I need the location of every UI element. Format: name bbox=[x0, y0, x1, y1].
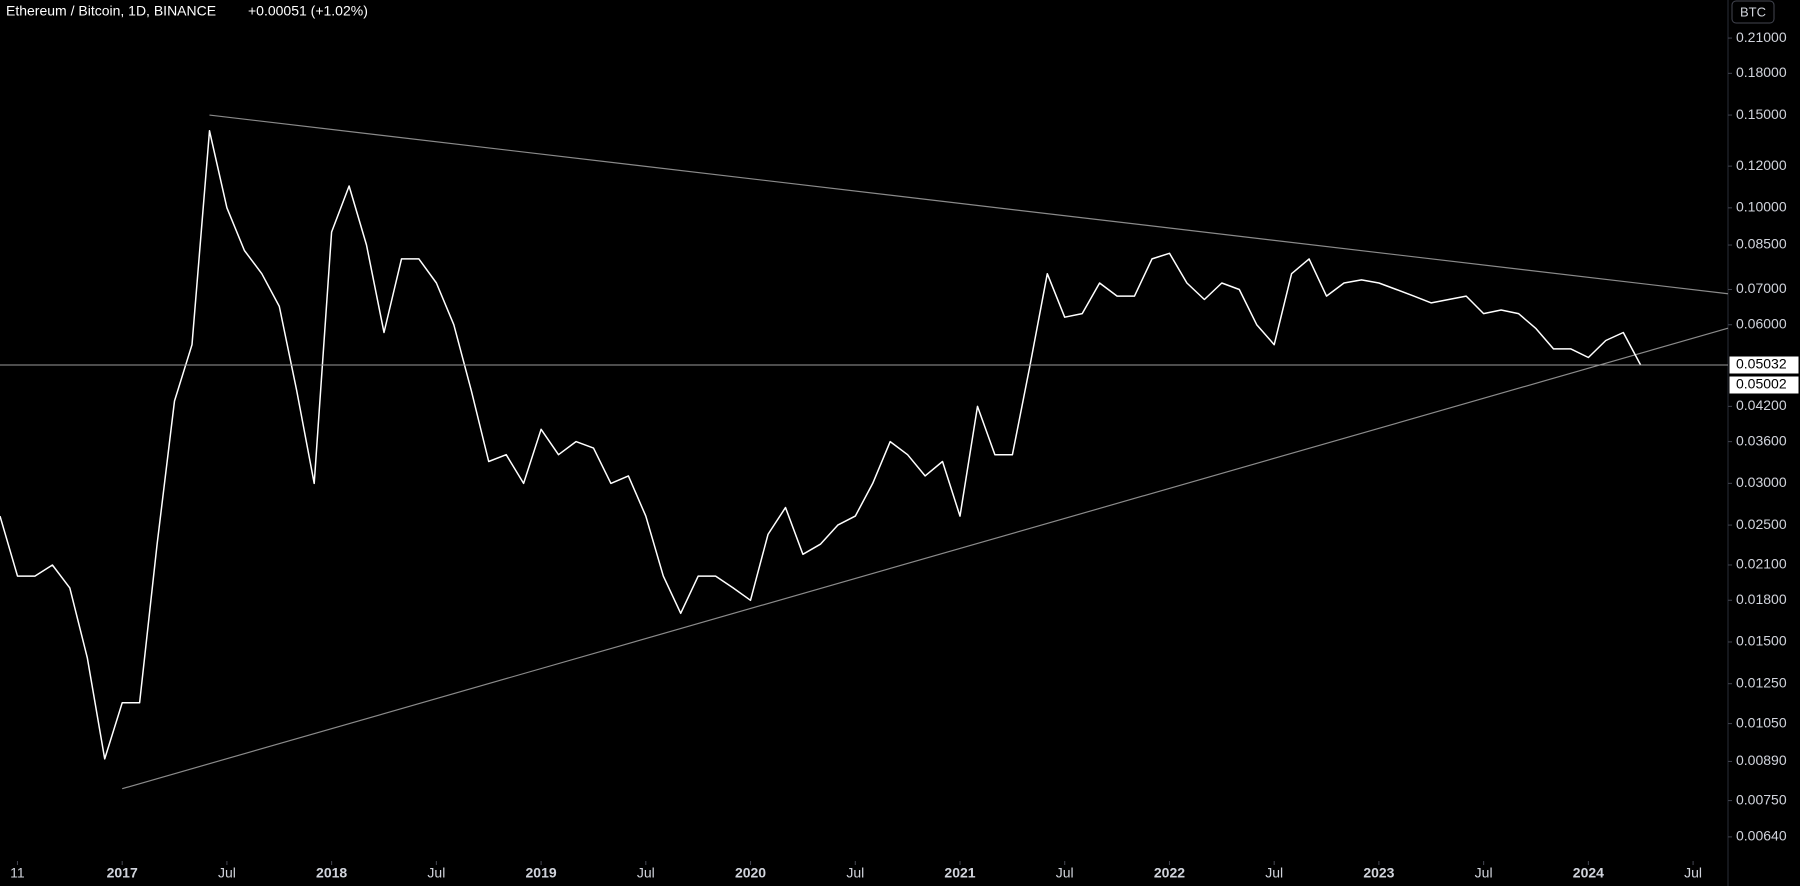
chart-title: Ethereum / Bitcoin, 1D, BINANCE bbox=[6, 3, 216, 19]
trend-line bbox=[122, 327, 1729, 790]
x-tick-label: Jul bbox=[1475, 865, 1493, 881]
price-tag-label: 0.05032 bbox=[1736, 356, 1787, 372]
y-tick-label: 0.15000 bbox=[1736, 106, 1787, 122]
y-tick-label: 0.00750 bbox=[1736, 791, 1787, 807]
x-tick-label: 2021 bbox=[944, 865, 975, 881]
x-tick-label: 11 bbox=[10, 865, 25, 881]
x-tick-label: 2020 bbox=[735, 865, 766, 881]
x-tick-label: 2017 bbox=[107, 865, 138, 881]
price-change: +0.00051 (+1.02%) bbox=[248, 3, 368, 19]
x-tick-label: 2024 bbox=[1573, 865, 1604, 881]
x-tick-label: Jul bbox=[1265, 865, 1283, 881]
x-tick-label: 2022 bbox=[1154, 865, 1185, 881]
currency-button[interactable] bbox=[1731, 0, 1775, 24]
y-tick-label: 0.00890 bbox=[1736, 752, 1787, 768]
x-tick-label: Jul bbox=[218, 865, 236, 881]
y-tick-label: 0.21000 bbox=[1736, 29, 1787, 45]
x-tick-label: 2018 bbox=[316, 865, 347, 881]
x-tick-label: Jul bbox=[637, 865, 655, 881]
price-tag bbox=[1728, 355, 1800, 375]
y-tick-label: 0.01050 bbox=[1736, 714, 1787, 730]
price-tag-label: 0.05002 bbox=[1736, 376, 1787, 392]
x-tick-label: Jul bbox=[1684, 865, 1702, 881]
y-tick-label: 0.03600 bbox=[1736, 432, 1787, 448]
trend-line bbox=[209, 114, 1729, 295]
y-tick-label: 0.02500 bbox=[1736, 516, 1787, 532]
y-tick-label: 0.08500 bbox=[1736, 236, 1787, 252]
currency-label: BTC bbox=[1740, 4, 1766, 19]
y-tick-label: 0.07000 bbox=[1736, 280, 1787, 296]
price-line bbox=[0, 130, 1642, 760]
x-tick-label: 2023 bbox=[1363, 865, 1394, 881]
y-tick-label: 0.02100 bbox=[1736, 556, 1787, 572]
y-tick-label: 0.10000 bbox=[1736, 199, 1787, 215]
x-tick-label: Jul bbox=[1056, 865, 1074, 881]
y-tick-label: 0.01500 bbox=[1736, 633, 1787, 649]
y-tick-label: 0.00640 bbox=[1736, 828, 1787, 844]
y-tick-label: 0.04200 bbox=[1736, 397, 1787, 413]
y-tick-label: 0.01250 bbox=[1736, 674, 1787, 690]
y-tick-label: 0.18000 bbox=[1736, 64, 1787, 80]
y-tick-label: 0.01800 bbox=[1736, 591, 1787, 607]
x-tick-label: Jul bbox=[846, 865, 864, 881]
y-tick-label: 0.12000 bbox=[1736, 157, 1787, 173]
x-tick-label: Jul bbox=[427, 865, 445, 881]
y-tick-label: 0.03000 bbox=[1736, 474, 1787, 490]
x-tick-label: 2019 bbox=[526, 865, 557, 881]
y-tick-label: 0.06000 bbox=[1736, 315, 1787, 331]
price-tag bbox=[1728, 375, 1800, 395]
